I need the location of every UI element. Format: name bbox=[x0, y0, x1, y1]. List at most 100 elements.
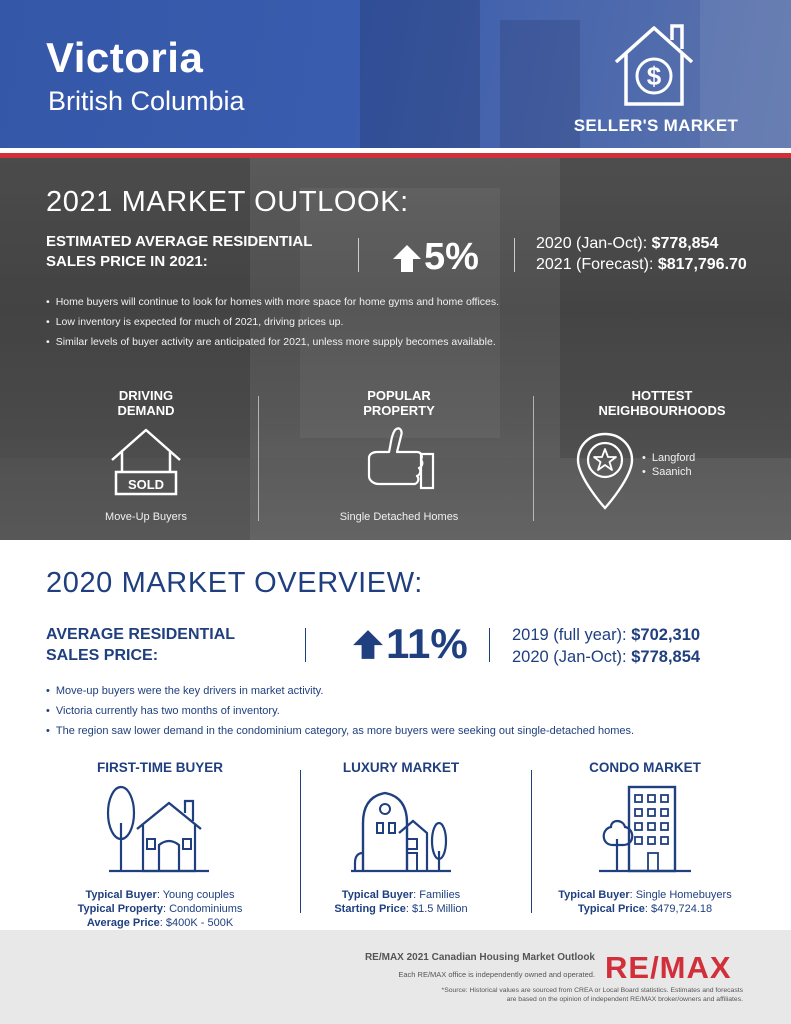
column-heading: FIRST-TIME BUYER bbox=[96, 760, 223, 775]
footer-title: RE/MAX 2021 Canadian Housing Market Outl… bbox=[364, 952, 595, 963]
popular-property-column: POPULAR PROPERTY Single Detached Homes bbox=[314, 388, 484, 523]
outlook-percent-change: 5% bbox=[392, 236, 479, 279]
fig-value: $817,796.70 bbox=[657, 256, 747, 273]
overview-label-line: SALES PRICE: bbox=[46, 647, 159, 664]
fig-label: 2019 (full year): bbox=[512, 626, 627, 644]
column-caption: Move-Up Buyers bbox=[105, 511, 187, 523]
detail-key: Average Price bbox=[86, 917, 160, 929]
outlook-price-label: ESTIMATED AVERAGE RESIDENTIAL SALES PRIC… bbox=[46, 232, 346, 272]
source-line: *Source: Historical values are sourced f… bbox=[441, 987, 743, 994]
list-item: Langford bbox=[642, 451, 695, 465]
svg-text:$: $ bbox=[647, 61, 662, 91]
hottest-neighbourhoods-column: HOTTEST NEIGHBOURHOODS bbox=[582, 388, 742, 418]
house-with-tree-icon bbox=[106, 785, 209, 873]
outlook-title: 2021 MARKET OUTLOOK: bbox=[46, 186, 409, 218]
overview-price-label: AVERAGE RESIDENTIAL SALES PRICE: bbox=[46, 624, 286, 666]
fig-value: $778,854 bbox=[631, 648, 701, 666]
detail-key: Typical Price bbox=[577, 903, 645, 915]
detail-key: Starting Price bbox=[334, 903, 406, 915]
detail-value: : $479,724.18 bbox=[644, 903, 713, 915]
column-heading: DEMAND bbox=[117, 403, 175, 418]
fig-label: 2021 (Forecast): bbox=[536, 256, 654, 273]
separator bbox=[533, 396, 534, 521]
photo-building-shape bbox=[360, 0, 480, 148]
fig-value: $778,854 bbox=[651, 235, 719, 252]
condo-market-column: CONDO MARKET Typical Buyer: Single Homeb… bbox=[550, 760, 740, 916]
outlook-percent-value: 5% bbox=[424, 236, 479, 278]
separator bbox=[531, 770, 532, 913]
footer-note: Each RE/MAX office is independently owne… bbox=[398, 970, 595, 979]
overview-percent-value: 11% bbox=[386, 620, 468, 667]
outlook-figures: 2020 (Jan-Oct): $778,854 2021 (Forecast)… bbox=[536, 233, 747, 275]
photo-building-shape bbox=[500, 20, 580, 148]
list-item: Low inventory is expected for much of 20… bbox=[46, 312, 499, 332]
map-pin-star-icon bbox=[576, 432, 634, 510]
list-item: Saanich bbox=[642, 465, 695, 479]
overview-percent-change: 11% bbox=[352, 620, 468, 668]
detail-key: Typical Buyer bbox=[341, 889, 414, 901]
neighbourhood-list: Langford Saanich bbox=[642, 451, 695, 479]
column-heading: LUXURY MARKET bbox=[342, 760, 460, 775]
divider-stripe-white bbox=[0, 148, 791, 153]
column-heading: POPULAR bbox=[367, 388, 431, 403]
photo-building-shape bbox=[560, 158, 791, 458]
column-heading: PROPERTY bbox=[363, 403, 435, 418]
up-arrow-icon bbox=[353, 630, 383, 659]
remax-logo: RE/MAX bbox=[605, 950, 732, 982]
separator bbox=[305, 628, 306, 662]
market-details: Typical Buyer: Families Starting Price: … bbox=[316, 888, 486, 916]
outlook-label-line: SALES PRICE IN 2021: bbox=[46, 253, 208, 270]
detail-key: Typical Buyer bbox=[85, 889, 157, 901]
column-heading: CONDO MARKET bbox=[589, 760, 701, 775]
outlook-bullets: Home buyers will continue to look for ho… bbox=[46, 292, 499, 352]
overview-label-line: AVERAGE RESIDENTIAL bbox=[46, 626, 236, 643]
city-title: Victoria bbox=[46, 34, 204, 81]
footer: RE/MAX 2021 Canadian Housing Market Outl… bbox=[0, 930, 791, 1024]
separator bbox=[300, 770, 301, 913]
luxury-home-icon bbox=[351, 791, 451, 873]
market-details: Typical Buyer: Single Homebuyers Typical… bbox=[550, 888, 740, 916]
detail-value: : Families bbox=[413, 889, 461, 901]
fig-value: $702,310 bbox=[631, 626, 701, 644]
detail-value: : Single Homebuyers bbox=[629, 889, 732, 901]
outlook-section: 2021 MARKET OUTLOOK: ESTIMATED AVERAGE R… bbox=[0, 158, 791, 540]
overview-figures: 2019 (full year): $702,310 2020 (Jan-Oct… bbox=[512, 624, 700, 668]
list-item: Move-up buyers were the key drivers in m… bbox=[46, 681, 634, 701]
first-time-buyer-column: FIRST-TIME BUYER Typical Buyer: Young co… bbox=[60, 760, 260, 930]
column-caption: Single Detached Homes bbox=[339, 511, 459, 523]
province-subtitle: British Columbia bbox=[48, 86, 245, 116]
column-heading: DRIVING bbox=[118, 388, 174, 403]
thumbs-up-icon bbox=[367, 427, 435, 490]
separator bbox=[358, 238, 359, 272]
house-dollar-icon: $ bbox=[614, 24, 694, 106]
photo-building-shape bbox=[700, 0, 791, 148]
sellers-market-badge: SELLER'S MARKET bbox=[573, 116, 739, 135]
logo-text: RE/MAX bbox=[605, 950, 732, 982]
overview-bullets: Move-up buyers were the key drivers in m… bbox=[46, 681, 634, 741]
list-item: The region saw lower demand in the condo… bbox=[46, 721, 634, 741]
list-item: Victoria currently has two months of inv… bbox=[46, 701, 634, 721]
column-heading: NEIGHBOURHOODS bbox=[598, 403, 726, 418]
separator bbox=[514, 238, 515, 272]
sold-sign-text: SOLD bbox=[128, 477, 164, 492]
detail-value: : Young couples bbox=[156, 889, 235, 901]
separator bbox=[489, 628, 490, 662]
fig-label: 2020 (Jan-Oct): bbox=[536, 235, 648, 252]
detail-key: Typical Property bbox=[77, 903, 163, 915]
luxury-market-column: LUXURY MARKET Typical Buyer: Families St… bbox=[316, 760, 486, 916]
up-arrow-icon bbox=[393, 244, 421, 272]
detail-key: Typical Buyer bbox=[558, 889, 630, 901]
column-heading: HOTTEST bbox=[631, 388, 693, 403]
outlook-label-line: ESTIMATED AVERAGE RESIDENTIAL bbox=[46, 233, 313, 250]
divider-stripe-red bbox=[0, 153, 791, 158]
sold-house-icon: SOLD bbox=[111, 428, 181, 496]
source-line: are based on the opinion of independent … bbox=[506, 996, 743, 1003]
driving-demand-column: DRIVING DEMAND SOLD Move-Up Buyers bbox=[66, 388, 226, 523]
footer-source-note: *Source: Historical values are sourced f… bbox=[363, 986, 743, 1004]
detail-value: : $1.5 Million bbox=[405, 903, 468, 915]
market-details: Typical Buyer: Young couples Typical Pro… bbox=[60, 888, 260, 930]
list-item: Similar levels of buyer activity are ant… bbox=[46, 332, 499, 352]
header-banner: Victoria British Columbia $ SELLER'S MAR… bbox=[0, 0, 791, 148]
detail-value: : $400K - 500K bbox=[159, 917, 234, 929]
condo-building-icon bbox=[599, 785, 691, 873]
